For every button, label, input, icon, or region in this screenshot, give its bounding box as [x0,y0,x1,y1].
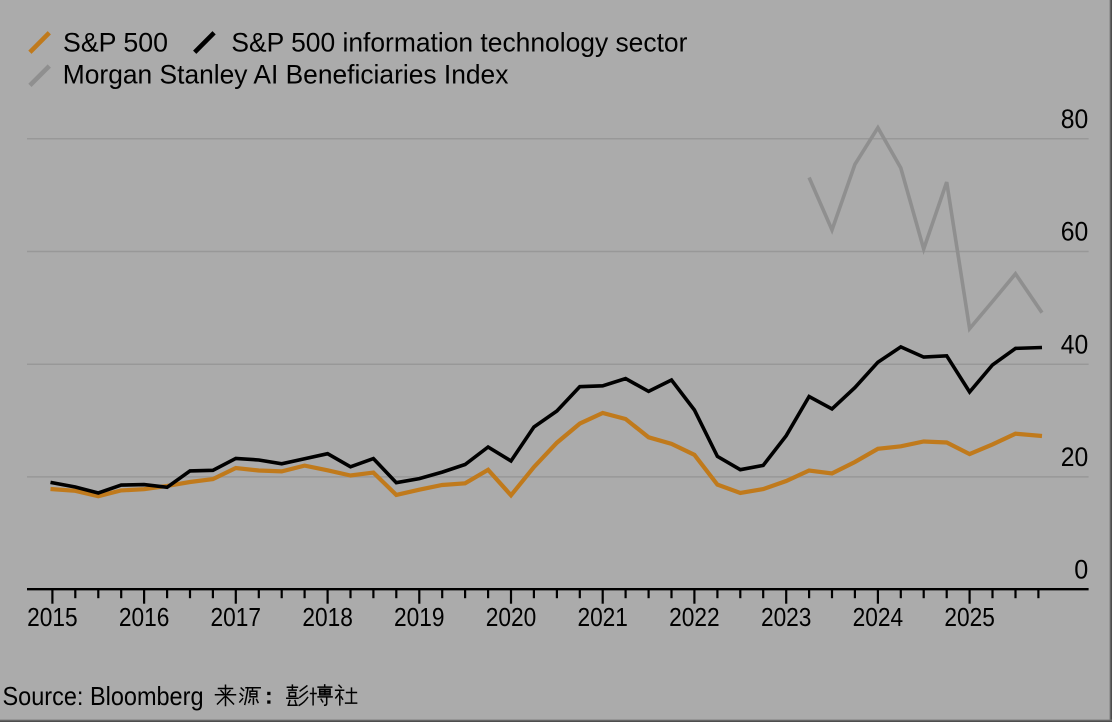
svg-text:2015: 2015 [27,602,78,632]
svg-text:80: 80 [1061,104,1089,134]
svg-text:2024: 2024 [853,602,904,632]
svg-text:2025: 2025 [944,602,995,632]
svg-text:2018: 2018 [302,602,353,632]
svg-text:2019: 2019 [394,602,445,632]
svg-text:Source: Bloomberg: Source: Bloomberg [3,681,204,711]
svg-text:2017: 2017 [211,602,262,632]
svg-text:60: 60 [1061,217,1089,247]
svg-text:2020: 2020 [486,602,537,632]
svg-text:2016: 2016 [119,602,170,632]
svg-text:2023: 2023 [761,602,812,632]
svg-text:Morgan Stanley AI Beneficiarie: Morgan Stanley AI Beneficiaries Index [63,60,509,90]
svg-text:S&P 500 information technology: S&P 500 information technology sector [231,28,687,58]
svg-text:20: 20 [1061,442,1089,472]
svg-text:40: 40 [1061,329,1089,359]
svg-text:2022: 2022 [669,602,720,632]
svg-text:0: 0 [1074,554,1088,584]
svg-text:2021: 2021 [577,602,628,632]
svg-text:S&P 500: S&P 500 [63,28,168,58]
